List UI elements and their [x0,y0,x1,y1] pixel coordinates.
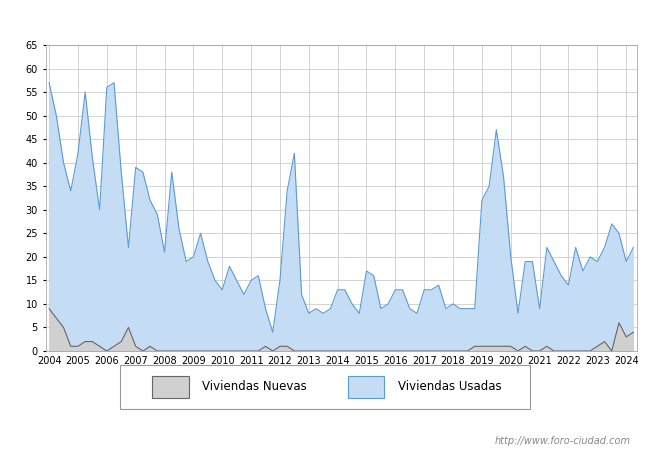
Bar [152,376,188,398]
Text: Viviendas Usadas: Viviendas Usadas [398,381,501,393]
Text: Archidona - Evolucion del Nº de Transacciones Inmobiliarias: Archidona - Evolucion del Nº de Transacc… [106,13,544,28]
Text: http://www.foro-ciudad.com: http://www.foro-ciudad.com [495,436,630,446]
Text: Viviendas Nuevas: Viviendas Nuevas [202,381,307,393]
FancyBboxPatch shape [120,365,530,409]
Bar [348,376,384,398]
